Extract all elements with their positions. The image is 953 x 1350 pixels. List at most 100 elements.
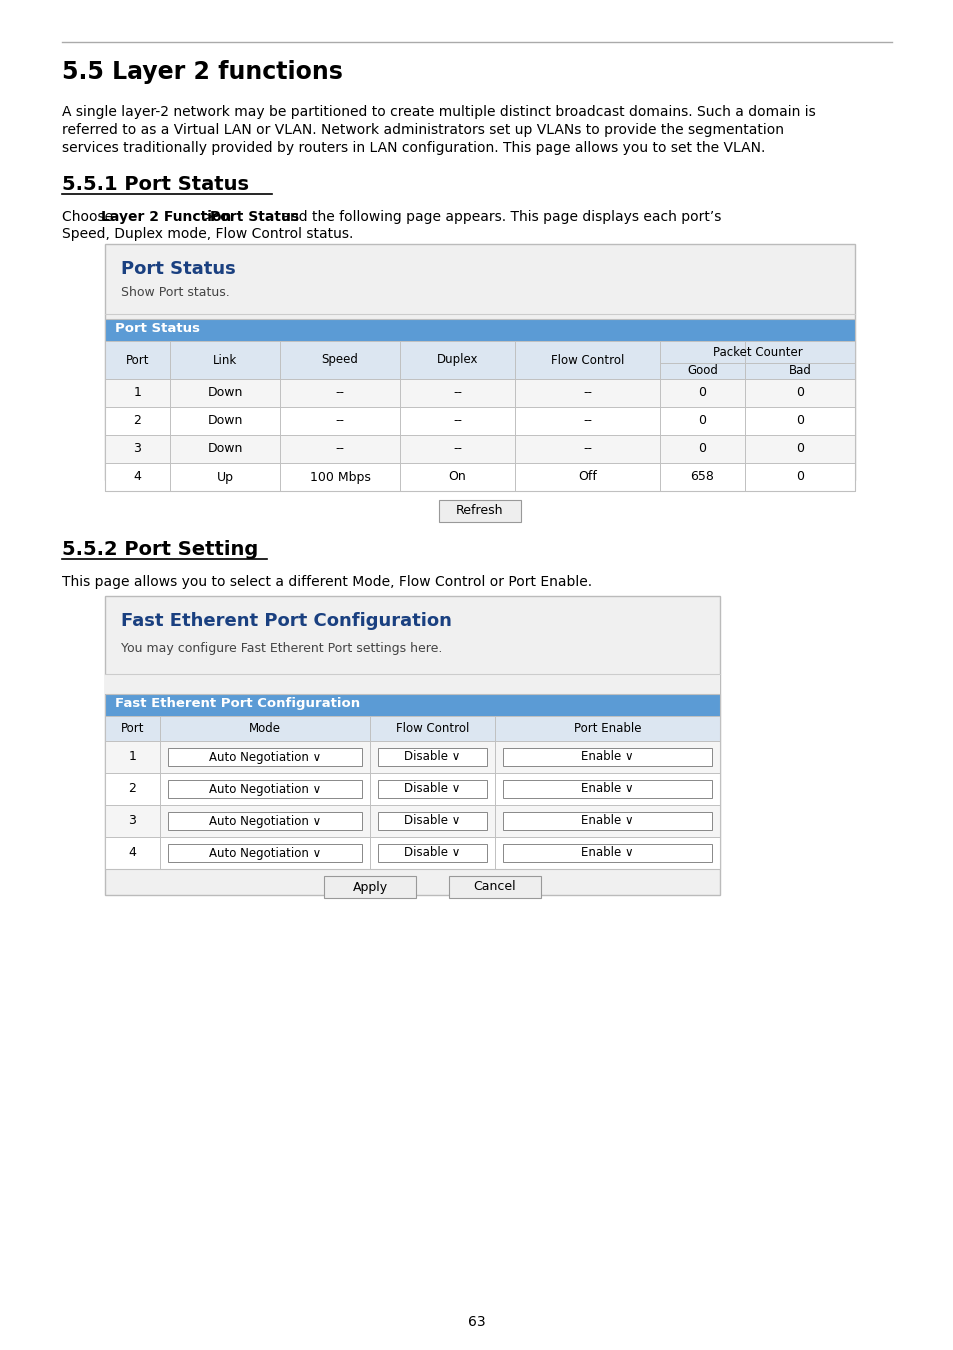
Text: Link: Link: [213, 354, 237, 366]
Text: Down: Down: [207, 386, 242, 400]
FancyBboxPatch shape: [168, 748, 361, 765]
Text: Auto Negotiation ∨: Auto Negotiation ∨: [209, 783, 321, 795]
Text: You may configure Fast Etherent Port settings here.: You may configure Fast Etherent Port set…: [121, 643, 442, 655]
FancyBboxPatch shape: [168, 780, 361, 798]
FancyBboxPatch shape: [377, 780, 486, 798]
FancyBboxPatch shape: [105, 342, 854, 379]
FancyBboxPatch shape: [105, 694, 720, 716]
FancyBboxPatch shape: [105, 319, 854, 342]
FancyBboxPatch shape: [105, 435, 854, 463]
Text: Packet Counter: Packet Counter: [712, 347, 801, 359]
Text: Apply: Apply: [352, 880, 387, 894]
FancyBboxPatch shape: [105, 463, 854, 491]
Text: referred to as a Virtual LAN or VLAN. Network administrators set up VLANs to pro: referred to as a Virtual LAN or VLAN. Ne…: [62, 123, 783, 136]
Text: services traditionally provided by routers in LAN configuration. This page allow: services traditionally provided by route…: [62, 140, 764, 155]
Text: Fast Etherent Port Configuration: Fast Etherent Port Configuration: [115, 698, 359, 710]
Text: Port: Port: [126, 354, 149, 366]
Text: 5.5.2 Port Setting: 5.5.2 Port Setting: [62, 540, 258, 559]
Text: Refresh: Refresh: [456, 505, 503, 517]
Text: On: On: [448, 471, 466, 483]
Text: 0: 0: [795, 414, 803, 428]
Text: Flow Control: Flow Control: [550, 354, 623, 366]
Text: 0: 0: [795, 443, 803, 455]
Text: 2: 2: [133, 414, 141, 428]
FancyBboxPatch shape: [105, 406, 854, 435]
Text: 63: 63: [468, 1315, 485, 1328]
Text: Enable ∨: Enable ∨: [580, 751, 633, 764]
FancyBboxPatch shape: [438, 500, 520, 522]
Text: 3: 3: [133, 443, 141, 455]
Text: --: --: [335, 414, 344, 428]
FancyBboxPatch shape: [168, 811, 361, 830]
FancyBboxPatch shape: [502, 844, 711, 863]
Text: Disable ∨: Disable ∨: [404, 846, 460, 860]
Text: 100 Mbps: 100 Mbps: [309, 471, 370, 483]
Text: --: --: [582, 386, 592, 400]
FancyBboxPatch shape: [105, 837, 720, 869]
FancyBboxPatch shape: [105, 674, 720, 694]
Text: Off: Off: [578, 471, 597, 483]
FancyBboxPatch shape: [377, 748, 486, 765]
Text: Disable ∨: Disable ∨: [404, 783, 460, 795]
Text: --: --: [582, 443, 592, 455]
FancyBboxPatch shape: [502, 748, 711, 765]
Text: Choose: Choose: [62, 211, 117, 224]
Text: A single layer-2 network may be partitioned to create multiple distinct broadcas: A single layer-2 network may be partitio…: [62, 105, 815, 119]
Text: Auto Negotiation ∨: Auto Negotiation ∨: [209, 751, 321, 764]
Text: This page allows you to select a different Mode, Flow Control or Port Enable.: This page allows you to select a differe…: [62, 575, 592, 589]
Text: Up: Up: [216, 471, 233, 483]
Text: --: --: [335, 443, 344, 455]
FancyBboxPatch shape: [502, 780, 711, 798]
FancyBboxPatch shape: [168, 844, 361, 863]
Text: 0: 0: [795, 471, 803, 483]
FancyBboxPatch shape: [105, 595, 720, 895]
Text: Cancel: Cancel: [474, 880, 516, 894]
Text: Enable ∨: Enable ∨: [580, 783, 633, 795]
Text: 4: 4: [133, 471, 141, 483]
Text: Port Enable: Port Enable: [573, 722, 640, 734]
Text: --: --: [335, 386, 344, 400]
FancyBboxPatch shape: [105, 805, 720, 837]
Text: Port Status: Port Status: [210, 211, 299, 224]
Text: 0: 0: [795, 386, 803, 400]
Text: Down: Down: [207, 414, 242, 428]
Text: Down: Down: [207, 443, 242, 455]
Text: --: --: [453, 443, 461, 455]
FancyBboxPatch shape: [502, 811, 711, 830]
Text: Disable ∨: Disable ∨: [404, 751, 460, 764]
Text: Mode: Mode: [249, 722, 281, 734]
Text: 1: 1: [129, 751, 136, 764]
FancyBboxPatch shape: [105, 774, 720, 805]
Text: --: --: [453, 386, 461, 400]
Text: 0: 0: [698, 386, 706, 400]
Text: 3: 3: [129, 814, 136, 828]
Text: Speed: Speed: [321, 354, 358, 366]
Text: Bad: Bad: [788, 364, 811, 378]
Text: >: >: [198, 211, 218, 224]
Text: --: --: [453, 414, 461, 428]
Text: Port Status: Port Status: [115, 323, 200, 336]
FancyBboxPatch shape: [105, 379, 854, 406]
Text: Enable ∨: Enable ∨: [580, 846, 633, 860]
Text: Fast Etherent Port Configuration: Fast Etherent Port Configuration: [121, 612, 452, 630]
FancyBboxPatch shape: [105, 716, 720, 741]
Text: 4: 4: [129, 846, 136, 860]
Text: 0: 0: [698, 414, 706, 428]
Text: Port Status: Port Status: [121, 261, 235, 278]
Text: Port: Port: [121, 722, 144, 734]
FancyBboxPatch shape: [449, 876, 540, 898]
Text: Good: Good: [686, 364, 718, 378]
Text: 658: 658: [690, 471, 714, 483]
Text: Duplex: Duplex: [436, 354, 477, 366]
Text: Show Port status.: Show Port status.: [121, 286, 230, 298]
Text: Auto Negotiation ∨: Auto Negotiation ∨: [209, 846, 321, 860]
Text: and the following page appears. This page displays each port’s: and the following page appears. This pag…: [277, 211, 720, 224]
Text: Enable ∨: Enable ∨: [580, 814, 633, 828]
FancyBboxPatch shape: [377, 844, 486, 863]
Text: Speed, Duplex mode, Flow Control status.: Speed, Duplex mode, Flow Control status.: [62, 227, 353, 242]
FancyBboxPatch shape: [324, 876, 416, 898]
FancyBboxPatch shape: [105, 741, 720, 774]
Text: 5.5.1 Port Status: 5.5.1 Port Status: [62, 176, 249, 194]
Text: Layer 2 Function: Layer 2 Function: [100, 211, 231, 224]
Text: 0: 0: [698, 443, 706, 455]
